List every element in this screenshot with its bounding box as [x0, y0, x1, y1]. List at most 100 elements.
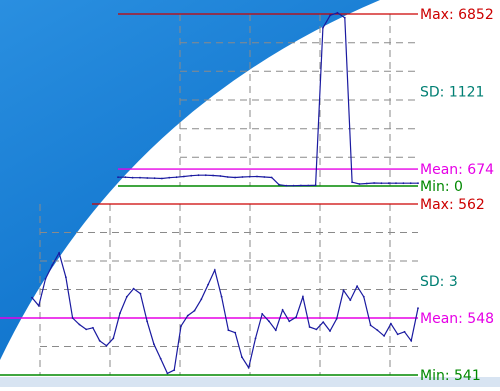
- chart2-data-point: [105, 344, 108, 347]
- chart2-data-point: [362, 295, 365, 298]
- chart2-data-point: [58, 252, 60, 254]
- chart2-data-point: [200, 298, 203, 301]
- chart2-data-point: [180, 325, 182, 327]
- blue-swoosh: [0, 0, 380, 360]
- chart2-data-point: [369, 324, 372, 327]
- chart1-data-point: [117, 176, 119, 179]
- chart2-data-point: [193, 309, 196, 312]
- chart2-data-point: [315, 328, 318, 331]
- chart2-min-label: Min: 541: [420, 368, 481, 384]
- chart2-data-point: [308, 326, 311, 328]
- chart1-data-point: [256, 175, 258, 178]
- chart1-data-point: [336, 11, 339, 14]
- chart1-data-point: [292, 184, 295, 187]
- chart2-data-point: [65, 276, 67, 279]
- chart1-data-point: [234, 176, 237, 179]
- chart2-data-point: [159, 357, 162, 360]
- chart2-data-point: [220, 295, 223, 298]
- chart2-series: [31, 251, 419, 375]
- chart2-data-point: [173, 369, 176, 371]
- chart2-data-point: [383, 335, 385, 337]
- chart1-data-point: [248, 175, 251, 178]
- chart1-data-point: [322, 27, 324, 29]
- chart1-data-point: [395, 182, 397, 185]
- chart1-data-point: [314, 184, 317, 187]
- chart2-data-point: [92, 326, 94, 329]
- chart1-data-point: [139, 176, 141, 179]
- chart2-data-point: [112, 337, 115, 340]
- chart2-data-point: [213, 269, 216, 271]
- chart1-data-point: [343, 16, 346, 19]
- chart2-data-point: [125, 295, 128, 298]
- chart1-data-point: [175, 176, 178, 179]
- chart2-data-point: [302, 295, 304, 298]
- chart1-data-point: [226, 176, 229, 178]
- chart1-data-point: [417, 182, 419, 185]
- chart1-data-point: [329, 14, 332, 17]
- chart2-data-point: [376, 329, 379, 332]
- chart1-data-point: [387, 182, 390, 185]
- chart2-data-point: [153, 343, 155, 345]
- chart2-data-point: [403, 330, 406, 333]
- chart2-data-point: [268, 320, 270, 323]
- chart1-data-point: [190, 174, 193, 177]
- chart1-data-point: [285, 184, 288, 187]
- chart2-data-point: [234, 331, 237, 334]
- chart2-data-point: [98, 339, 101, 342]
- chart1-series: [117, 11, 419, 187]
- chart1-mean-label: Mean: 674: [420, 162, 494, 178]
- chart2-data-point: [241, 356, 243, 358]
- chart2-data-point: [44, 278, 47, 280]
- chart2-data-point: [396, 333, 399, 336]
- chart1-data-point: [300, 184, 302, 187]
- chart2-sd-label: SD: 3: [420, 274, 458, 290]
- chart2-data-point: [356, 285, 358, 288]
- chart1-max-label: Max: 6852: [420, 7, 494, 23]
- chart1-data-point: [351, 181, 353, 184]
- chart2-data-point: [132, 287, 135, 290]
- chart1-data-point: [278, 183, 280, 186]
- chart2-data-point: [254, 337, 257, 340]
- chart2-data-point: [227, 329, 230, 332]
- chart1-sd-label: SD: 1121: [420, 84, 484, 100]
- chart2-data-point: [390, 322, 392, 325]
- chart1-min-label: Min: 0: [420, 179, 463, 195]
- chart2-data-point: [349, 299, 352, 301]
- chart1-data-point: [373, 182, 375, 184]
- chart2-data-point: [342, 289, 345, 292]
- chart2-data-point: [417, 307, 419, 310]
- chart2-grid: [39, 204, 418, 375]
- chart1-data-point: [212, 174, 215, 177]
- chart2-data-point: [71, 317, 74, 319]
- chart1-data-point: [161, 177, 163, 180]
- chart2-data-point: [186, 314, 189, 317]
- chart1-stat-lines: [118, 13, 418, 187]
- chart1-data-point: [124, 176, 127, 179]
- chart2-data-point: [295, 316, 297, 319]
- chart2-data-point: [31, 296, 33, 299]
- chart2-data-point: [85, 328, 88, 331]
- chart2-data-point: [247, 366, 250, 369]
- chart2-data-point: [274, 329, 277, 332]
- chart2-series-line: [31, 251, 419, 375]
- chart2-data-point: [119, 312, 121, 314]
- chart2-data-point: [207, 283, 210, 286]
- chart1-data-point: [409, 182, 412, 185]
- chart2-data-point: [261, 313, 264, 315]
- chart1-data-point: [263, 176, 266, 178]
- bottom-strip: [0, 377, 500, 387]
- chart1-data-point: [168, 176, 171, 179]
- chart1-grid: [179, 14, 418, 186]
- chart1-data-point: [197, 174, 200, 177]
- chart1-data-point: [380, 182, 383, 185]
- chart1-data-point: [402, 182, 405, 185]
- chart1-data-point: [204, 174, 207, 177]
- chart2-data-point: [281, 309, 284, 311]
- chart1-data-point: [146, 177, 149, 179]
- chart1-data-point: [131, 176, 134, 179]
- chart2-data-point: [78, 323, 81, 326]
